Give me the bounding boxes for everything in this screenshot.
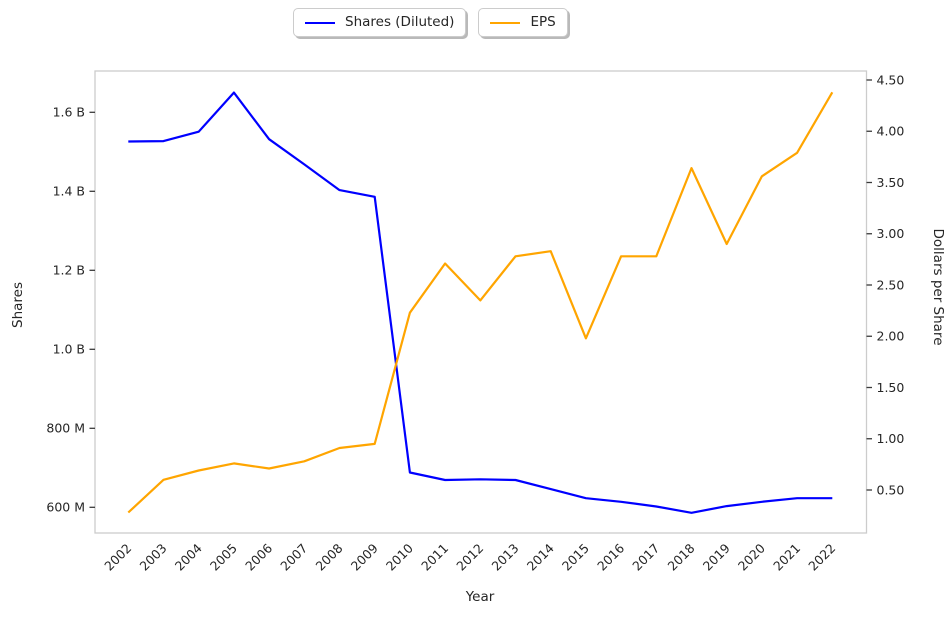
x-tick-label: 2021	[770, 541, 803, 574]
y-right-tick-label: 3.00	[877, 226, 905, 241]
shares-line-swatch	[305, 21, 335, 24]
y-right-tick-label: 2.00	[877, 329, 905, 344]
y-right-tick-label: 4.50	[877, 72, 905, 87]
x-ticks: 2002 2003 2004 2005 2006 2007 2008 2009 2010 2011…	[101, 540, 838, 573]
x-tick-label: 2015	[559, 541, 592, 574]
y-right-tick-label: 2.50	[877, 277, 905, 292]
y-left-tick-label: 1.4 B	[53, 184, 85, 199]
x-tick-label: 2005	[207, 541, 240, 574]
legend-label-shares: Shares (Diluted)	[345, 14, 455, 30]
legend: Shares (Diluted) EPS	[293, 8, 568, 37]
legend-item-eps: EPS	[478, 8, 568, 37]
y-left-axis-label: Shares	[10, 282, 26, 328]
y-left-tick-label: 1.2 B	[53, 263, 85, 278]
legend-label-eps: EPS	[530, 14, 556, 30]
y-left-tick-label: 1.0 B	[53, 342, 85, 357]
line-shares	[128, 91, 833, 514]
x-tick-label: 2006	[242, 540, 275, 573]
x-axis-label: Year	[465, 589, 495, 605]
x-tick-label: 2009	[348, 540, 381, 573]
x-tick-label: 2003	[137, 541, 170, 574]
y-right-tick-label: 0.50	[877, 482, 905, 497]
y-left-ticks: 600 M 800 M 1.0 B 1.2 B 1.4 B 1.6 B	[46, 105, 95, 515]
y-left-tick-label: 1.6 B	[53, 105, 85, 120]
x-tick-label: 2018	[665, 540, 698, 573]
legend-item-shares: Shares (Diluted)	[293, 8, 467, 37]
eps-line-swatch	[490, 21, 521, 24]
y-right-tick-label: 1.50	[877, 380, 905, 395]
x-tick-label: 2004	[172, 540, 205, 573]
x-tick-label: 2007	[277, 541, 310, 574]
plot-frame	[94, 70, 868, 534]
x-tick-label: 2011	[418, 541, 451, 574]
x-tick-label: 2016	[594, 540, 627, 573]
x-tick-label: 2010	[383, 540, 416, 573]
y-right-tick-label: 3.50	[877, 175, 905, 190]
y-right-axis-label: Dollars per Share	[930, 229, 946, 346]
y-left-tick-label: 600 M	[46, 500, 85, 515]
x-tick-label: 2020	[735, 540, 768, 573]
x-tick-label: 2008	[313, 540, 346, 573]
series-lines	[127, 91, 834, 514]
y-right-ticks: 0.50 1.00 1.50 2.00 2.50 3.00 3.50 4.00 4.50	[866, 72, 905, 497]
x-tick-label: 2014	[524, 540, 557, 573]
x-tick-label: 2017	[629, 541, 662, 574]
y-left-tick-label: 800 M	[46, 421, 85, 436]
x-tick-label: 2022	[805, 541, 838, 574]
x-tick-label: 2019	[700, 540, 733, 573]
x-tick-label: 2002	[101, 541, 134, 574]
y-right-tick-label: 4.00	[877, 124, 905, 139]
x-tick-label: 2013	[489, 541, 522, 574]
line-eps	[127, 91, 834, 514]
x-tick-label: 2012	[453, 541, 486, 574]
y-right-tick-label: 1.00	[877, 431, 905, 446]
